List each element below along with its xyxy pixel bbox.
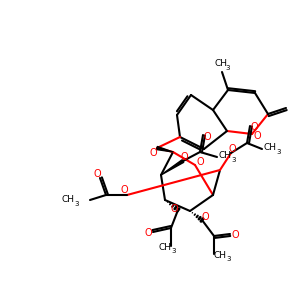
Text: O: O: [228, 144, 236, 154]
Text: CH: CH: [158, 242, 172, 251]
Text: O: O: [231, 230, 239, 240]
Text: 3: 3: [172, 248, 176, 254]
Polygon shape: [157, 146, 173, 152]
Text: O: O: [170, 204, 178, 214]
Text: O: O: [253, 131, 261, 141]
Text: O: O: [149, 148, 157, 158]
Text: 3: 3: [232, 157, 236, 163]
Text: CH: CH: [263, 143, 277, 152]
Text: O: O: [196, 157, 204, 167]
Text: 3: 3: [75, 201, 79, 207]
Text: 3: 3: [226, 65, 230, 71]
Text: O: O: [144, 228, 152, 238]
Text: 3: 3: [227, 256, 231, 262]
Text: O: O: [203, 132, 211, 142]
Text: O: O: [93, 169, 101, 179]
Text: O: O: [201, 212, 209, 222]
Text: 3: 3: [277, 149, 281, 155]
Text: CH: CH: [218, 152, 232, 160]
Text: O: O: [120, 185, 128, 195]
Text: CH: CH: [61, 196, 74, 205]
Text: O: O: [180, 152, 188, 162]
Text: CH: CH: [214, 250, 226, 260]
Text: O: O: [250, 122, 258, 132]
Text: CH: CH: [214, 59, 227, 68]
Polygon shape: [161, 160, 184, 175]
